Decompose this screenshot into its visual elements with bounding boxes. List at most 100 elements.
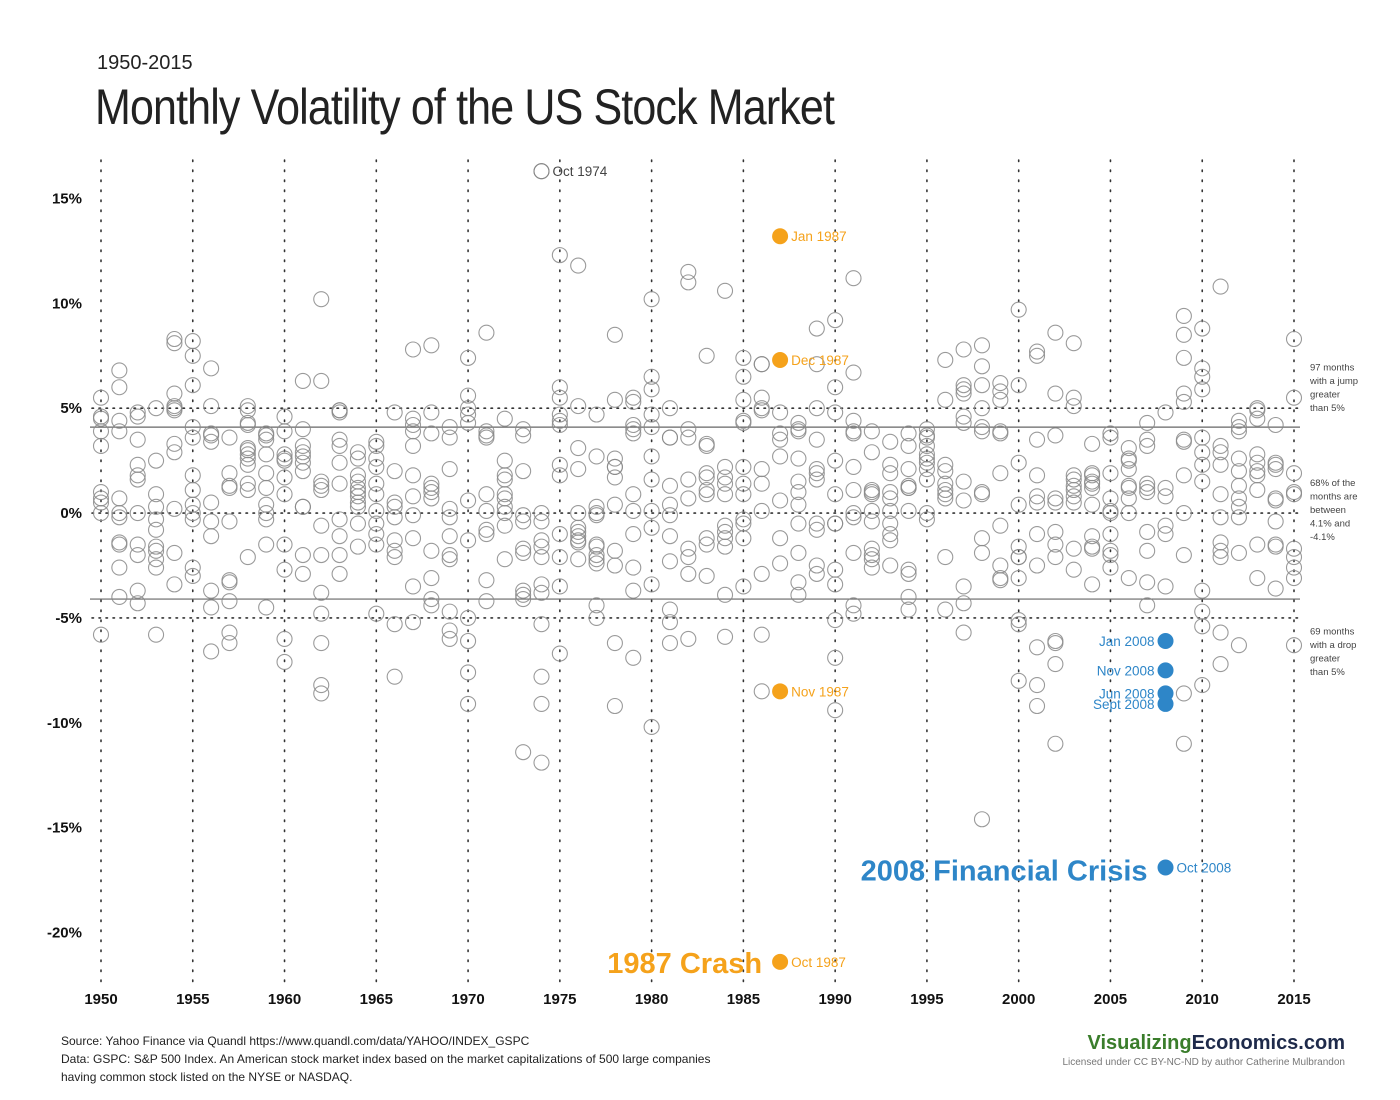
data-point	[716, 586, 734, 603]
y-tick-label: 10%	[52, 295, 82, 312]
data-point	[680, 549, 697, 566]
data-point	[918, 471, 935, 488]
data-point	[1065, 389, 1082, 406]
data-point	[698, 536, 715, 553]
y-tick-label: 5%	[60, 400, 82, 417]
data-point	[404, 507, 422, 524]
data-point	[331, 528, 348, 545]
data-point	[808, 320, 825, 337]
highlighted-point	[1157, 662, 1174, 679]
data-point	[441, 528, 458, 545]
data-point	[423, 475, 440, 492]
data-point	[129, 536, 146, 553]
data-point	[735, 349, 752, 366]
data-point	[148, 538, 165, 555]
data-point	[386, 616, 403, 633]
data-point	[882, 456, 899, 473]
data-point	[184, 377, 201, 394]
data-point	[1267, 456, 1284, 473]
data-point	[1028, 525, 1046, 543]
data-point	[533, 549, 550, 566]
data-point	[533, 754, 550, 771]
data-point	[129, 404, 146, 421]
data-point	[845, 425, 862, 442]
data-point	[790, 473, 807, 490]
data-point	[129, 471, 146, 488]
data-point	[404, 410, 422, 427]
band-note: 68% of the months are between 4.1% and -4.1%	[1310, 478, 1358, 543]
data-point	[790, 423, 807, 440]
data-point	[753, 626, 770, 643]
data-point	[1285, 637, 1303, 654]
data-point	[1249, 446, 1266, 463]
data-point	[845, 605, 862, 622]
data-point	[716, 530, 734, 547]
data-point	[955, 624, 972, 641]
data-point	[368, 437, 385, 455]
data-point	[698, 481, 715, 499]
data-point	[1194, 676, 1211, 694]
x-tick-label: 2015	[1277, 991, 1310, 1008]
data-point	[1139, 437, 1156, 455]
data-point	[661, 429, 679, 446]
data-point	[1084, 528, 1101, 545]
data-point	[900, 561, 917, 578]
data-point	[735, 578, 752, 595]
data-point	[1028, 494, 1046, 511]
data-point	[404, 614, 422, 631]
data-point	[1084, 576, 1101, 593]
data-point	[735, 368, 752, 385]
data-point	[1102, 559, 1119, 576]
point-label: Nov 2008	[1097, 663, 1155, 678]
data-point	[716, 469, 734, 486]
data-point	[533, 668, 550, 685]
data-point	[184, 511, 201, 528]
data-point	[1249, 454, 1266, 471]
data-point	[735, 391, 752, 408]
point-label: Sept 2008	[1093, 697, 1155, 712]
data-point	[1175, 546, 1192, 564]
data-point	[313, 291, 330, 308]
data-point	[239, 481, 256, 499]
data-point	[313, 584, 330, 601]
data-point	[1267, 492, 1284, 509]
data-point	[478, 521, 495, 538]
data-point	[661, 400, 679, 417]
data-point	[992, 383, 1009, 400]
data-point	[129, 595, 146, 612]
data-point	[772, 404, 789, 421]
data-point	[1175, 349, 1192, 366]
data-point	[955, 381, 972, 398]
data-point	[827, 452, 844, 469]
brand-logo-text[interactable]: VisualizingEconomics.com	[1062, 1032, 1346, 1055]
data-point	[1212, 437, 1229, 455]
data-point	[680, 471, 697, 488]
data-point	[294, 546, 311, 564]
y-tick-label: -10%	[47, 715, 82, 732]
data-point	[588, 448, 605, 465]
data-point	[918, 437, 935, 455]
event-annotation: 1987 Crash	[607, 948, 762, 980]
data-point	[643, 471, 660, 488]
data-point	[221, 635, 238, 652]
data-point	[937, 490, 954, 507]
data-point	[680, 565, 697, 582]
data-point	[166, 335, 183, 352]
data-point	[863, 551, 880, 568]
data-point	[166, 544, 183, 561]
data-point	[955, 414, 972, 431]
data-point	[698, 437, 715, 455]
data-point	[313, 676, 330, 694]
data-point	[973, 530, 991, 547]
data-point	[1194, 473, 1211, 490]
data-point	[570, 460, 587, 478]
data-point	[716, 523, 734, 540]
data-point	[203, 528, 220, 545]
data-point	[368, 458, 385, 475]
data-point	[1047, 385, 1064, 402]
data-point	[882, 490, 899, 507]
data-point	[680, 540, 697, 557]
data-point	[790, 544, 807, 561]
x-tick-label: 2005	[1094, 991, 1127, 1008]
data-point	[148, 452, 165, 469]
